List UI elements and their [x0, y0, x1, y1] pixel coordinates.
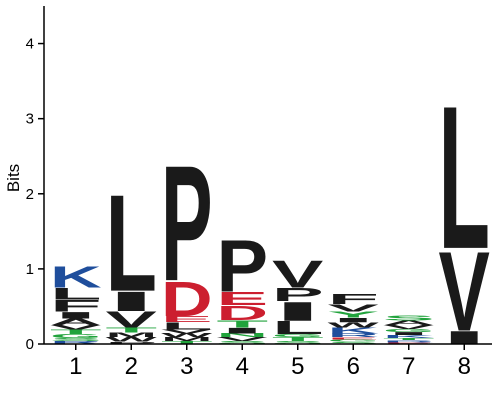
- logo-letter-d: D: [161, 272, 213, 328]
- x-tick-label: 8: [458, 353, 471, 380]
- logo-letter-g: G: [383, 328, 435, 333]
- logo-letter-v: V: [438, 228, 489, 355]
- logo-letter-e: E: [216, 288, 268, 309]
- logo-letter-d: D: [216, 302, 268, 325]
- logo-letter-l: L: [105, 166, 157, 320]
- logo-letter-i: I: [105, 286, 157, 317]
- y-tick-label: 3: [26, 111, 34, 128]
- logo-letter-i: I: [327, 317, 379, 324]
- logo-letter-v: V: [50, 324, 102, 331]
- logo-letter-v: V: [161, 329, 213, 335]
- logo-letter-e: E: [327, 337, 379, 340]
- logo-letter-g: G: [50, 333, 102, 339]
- x-tick-label: 6: [347, 353, 360, 380]
- logo-letter-s: S: [327, 341, 379, 344]
- logo-letter-r: R: [327, 333, 379, 339]
- logo-letter-i: I: [272, 297, 324, 327]
- logo-letter-i: I: [50, 310, 102, 320]
- x-tick-label: 1: [69, 353, 82, 380]
- y-axis-title: Bits: [4, 164, 23, 192]
- x-tick-label: 3: [180, 353, 193, 380]
- logo-letter-p: P: [161, 132, 213, 316]
- logo-letter-i: I: [383, 331, 435, 336]
- logo-letter-p: P: [216, 225, 268, 308]
- logo-letter-a: A: [383, 320, 435, 327]
- logo-letter-v: V: [383, 324, 435, 330]
- y-tick-label: 4: [26, 36, 34, 53]
- y-ticks: 0 1 2 3 4: [26, 36, 44, 353]
- logo-letter-g: G: [272, 333, 324, 338]
- logo-letter-r: R: [383, 340, 435, 343]
- logo-letter-s: S: [383, 314, 435, 322]
- logo-letter-k: K: [50, 260, 102, 295]
- x-ticks: 1 2 3 4 5 6 7 8: [69, 344, 471, 380]
- logo-letter-g: G: [327, 339, 379, 342]
- logo-letter-t: T: [383, 337, 435, 340]
- logo-letter-v: V: [105, 308, 157, 333]
- logo-letter-w: W: [327, 321, 379, 329]
- logo-letter-y: Y: [327, 310, 379, 319]
- logo-letter-r: R: [50, 340, 102, 345]
- logo-letter-v: V: [216, 336, 268, 342]
- logo-letter-a: A: [50, 317, 102, 327]
- logo-letter-t: T: [161, 340, 213, 345]
- logo-letter-l: L: [438, 65, 490, 292]
- x-tick-label: 5: [291, 353, 304, 380]
- logo-letter-i: I: [216, 326, 268, 335]
- logo-letter-p: P: [105, 341, 157, 344]
- logo-letter-i: I: [438, 327, 490, 348]
- y-tick-label: 0: [26, 336, 34, 353]
- logo-letter-v: V: [327, 302, 379, 314]
- logo-letter-p: P: [272, 284, 324, 305]
- logo-letter-l: L: [50, 285, 102, 303]
- logo-letter-n: N: [216, 333, 268, 339]
- logo-letter-t: T: [272, 336, 324, 342]
- logo-letter-t: T: [105, 326, 157, 334]
- y-tick-label: 1: [26, 261, 34, 278]
- logo-letter-w: W: [161, 333, 213, 339]
- logo-letter-t: T: [50, 329, 102, 336]
- logo-letter-l: L: [272, 318, 324, 339]
- logo-letter-w: W: [105, 336, 157, 343]
- x-tick-label: 2: [125, 353, 138, 380]
- logo-letter-t: T: [216, 318, 268, 329]
- logo-letter-m: M: [105, 332, 157, 339]
- logo-letter-k: K: [327, 326, 379, 335]
- logo-letter-l: L: [161, 320, 213, 331]
- x-tick-label: 7: [402, 353, 415, 380]
- logo-letter-f: F: [50, 297, 102, 315]
- logo-letter-v: V: [272, 252, 324, 296]
- logo-letter-s: S: [50, 337, 102, 342]
- y-tick-label: 2: [26, 186, 34, 203]
- logo-letter-s: S: [272, 340, 324, 345]
- x-tick-label: 4: [236, 353, 249, 380]
- logo-glyph-layer: RSGTVAIFLKPWMTVILTMWVLEDPSVNITDEPSTGLIPV…: [50, 65, 490, 355]
- logo-letter-f: F: [327, 291, 379, 307]
- logo-letter-e: E: [161, 315, 213, 324]
- logo-letter-k: K: [383, 334, 435, 339]
- logo-letter-m: M: [161, 336, 213, 342]
- logo-letter-s: S: [216, 340, 268, 345]
